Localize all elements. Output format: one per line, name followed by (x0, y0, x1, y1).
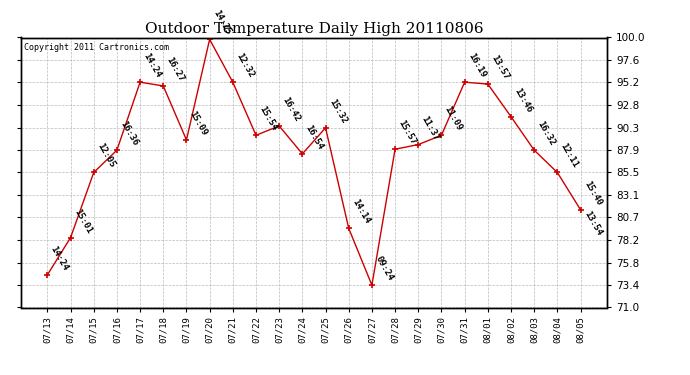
Text: 16:54: 16:54 (304, 123, 325, 151)
Text: 12:11: 12:11 (559, 142, 580, 170)
Text: 12:32: 12:32 (234, 52, 255, 80)
Text: 15:54: 15:54 (257, 105, 279, 132)
Text: 15:57: 15:57 (397, 118, 417, 147)
Text: 16:27: 16:27 (165, 56, 186, 83)
Text: 12:05: 12:05 (95, 142, 117, 170)
Text: 15:32: 15:32 (327, 97, 348, 125)
Text: 09:24: 09:24 (373, 255, 395, 282)
Text: 11:37: 11:37 (420, 114, 441, 142)
Text: 15:40: 15:40 (582, 179, 603, 207)
Text: 16:32: 16:32 (535, 120, 557, 147)
Text: 14:24: 14:24 (141, 52, 163, 80)
Text: 13:54: 13:54 (582, 210, 603, 237)
Text: 14:25: 14:25 (211, 9, 233, 37)
Text: 11:09: 11:09 (443, 105, 464, 132)
Text: Copyright 2011 Cartronics.com: Copyright 2011 Cartronics.com (23, 43, 168, 52)
Title: Outdoor Temperature Daily High 20110806: Outdoor Temperature Daily High 20110806 (145, 22, 483, 36)
Text: 16:19: 16:19 (466, 52, 487, 80)
Text: 15:09: 15:09 (188, 110, 209, 137)
Text: 16:36: 16:36 (118, 120, 139, 147)
Text: 16:42: 16:42 (281, 95, 302, 123)
Text: 14:24: 14:24 (49, 244, 70, 272)
Text: 15:01: 15:01 (72, 207, 93, 235)
Text: 13:57: 13:57 (489, 54, 511, 81)
Text: 13:46: 13:46 (513, 86, 533, 114)
Text: 14:14: 14:14 (350, 198, 371, 226)
